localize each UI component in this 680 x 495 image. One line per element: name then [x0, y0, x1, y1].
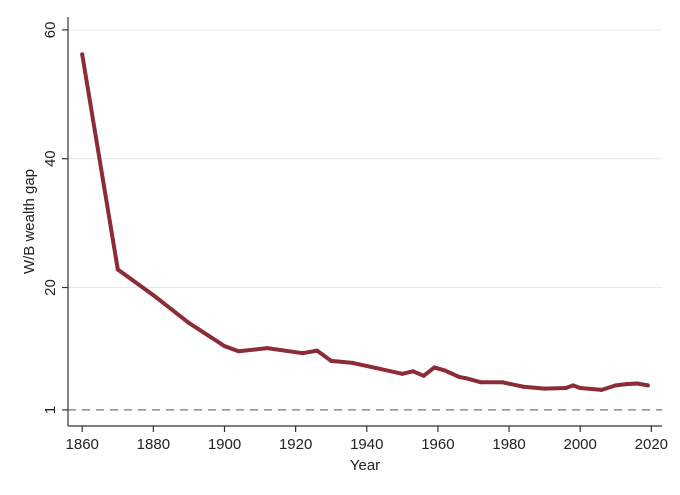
data-point	[443, 368, 448, 373]
data-point	[571, 383, 576, 388]
data-point	[350, 360, 355, 365]
x-tick-label: 1880	[137, 436, 170, 453]
x-tick-label: 2020	[635, 436, 668, 453]
series-line	[80, 52, 650, 392]
y-axis-title: W/B wealth gap	[21, 169, 38, 274]
data-point	[464, 376, 469, 381]
data-point	[613, 383, 618, 388]
data-point	[236, 349, 241, 354]
data-point	[478, 380, 483, 385]
data-point	[457, 375, 462, 380]
y-tick-label: 1	[42, 406, 59, 414]
x-tick-label: 1980	[492, 436, 525, 453]
data-point	[521, 384, 526, 389]
data-point	[411, 369, 416, 374]
x-axis-title: Year	[350, 457, 380, 474]
y-tick-label: 60	[42, 22, 59, 39]
x-tick-label: 1900	[208, 436, 241, 453]
y-tick-label: 40	[42, 150, 59, 167]
data-point	[151, 293, 156, 298]
series-group	[80, 52, 650, 392]
y-tick-label: 20	[42, 279, 59, 296]
data-point	[624, 382, 629, 387]
data-point	[542, 386, 547, 391]
data-point	[329, 358, 334, 363]
data-point	[314, 348, 319, 353]
x-tick-label: 1960	[421, 436, 454, 453]
data-point	[499, 380, 504, 385]
data-point	[563, 385, 568, 390]
data-point	[265, 346, 270, 351]
data-point	[578, 385, 583, 390]
x-tick-label: 1940	[350, 436, 383, 453]
x-tick-label: 2000	[564, 436, 597, 453]
data-point	[300, 351, 305, 356]
x-tick-label: 1920	[279, 436, 312, 453]
data-point	[635, 381, 640, 386]
data-point	[421, 373, 426, 378]
data-point	[645, 383, 650, 388]
axes: 1860 1880 1900 1920 1940 1960 1980 2000 2020 1 20 4…	[42, 17, 668, 453]
data-point	[115, 267, 120, 272]
data-point	[186, 320, 191, 325]
data-point	[222, 344, 227, 349]
gridlines	[68, 29, 662, 289]
data-point	[400, 371, 405, 376]
data-point	[432, 365, 437, 370]
data-point	[80, 52, 85, 57]
x-tick-label: 1860	[66, 436, 99, 453]
data-point	[599, 387, 604, 392]
